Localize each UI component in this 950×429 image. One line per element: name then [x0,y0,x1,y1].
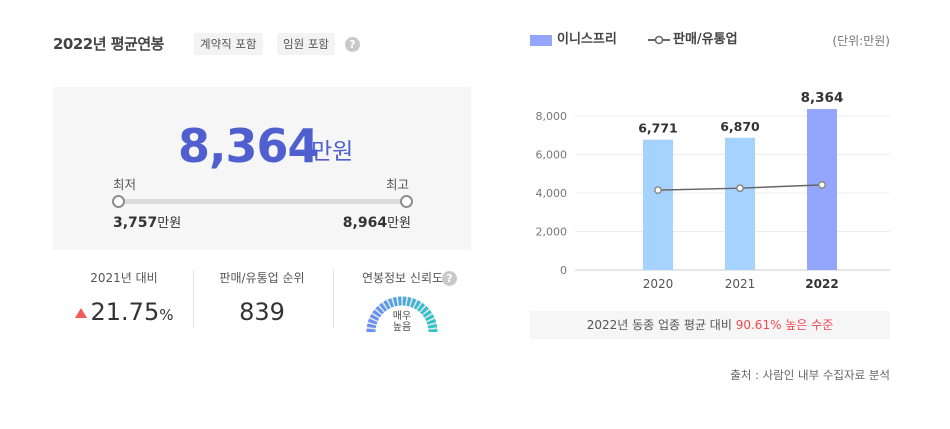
reliability-help-icon[interactable]: ? [442,271,457,286]
reliability-label: 연봉정보 신뢰도 [361,271,444,285]
salary-summary-box: 8,364 만원 최저 최고 3,757만원 8,964만원 [53,87,471,250]
legend-company-swatch [530,35,552,46]
reliability-label-wrap: 연봉정보 신뢰도 [340,268,465,288]
min-label: 최저 [113,177,137,192]
reliability-gauge: 매우 높음 [366,296,438,333]
page-title: 2022년 평균연봉 [53,35,164,53]
up-arrow-icon [74,308,87,318]
yoy-value-wrap: 21.75% [64,298,184,329]
gauge-track [366,296,438,333]
range-max-handle [400,195,413,208]
max-salary-unit: 만원 [387,216,411,231]
tag-executive-included: 임원 포함 [277,33,335,55]
gauge-text-line1: 매우 [393,310,411,322]
comparison-prefix: 2022년 동종 업종 평균 대비 [586,318,732,332]
y-tick-label: 4,000 [536,187,568,200]
stat-divider [193,270,194,328]
min-salary: 3,757만원 [113,212,181,231]
bar-data-label: 6,771 [638,121,678,136]
industry-comparison: 2022년 동종 업종 평균 대비 90.61% 높은 수준 [530,311,890,339]
rank-stat: 판매/유통업 순위 839 [202,268,322,326]
yoy-unit: % [159,306,174,324]
x-tick-label: 2022 [805,277,838,291]
reliability-stat: 연봉정보 신뢰도 [340,268,465,288]
yoy-label: 2021년 대비 [90,271,158,285]
y-tick-label: 8,000 [536,110,568,123]
industry-point [818,180,826,189]
data-source: 출처 : 사람인 내부 수집자료 분석 [730,368,890,382]
max-salary: 8,964만원 [343,212,411,231]
bar [643,139,673,270]
x-tick-label: 2020 [643,277,674,291]
min-salary-value: 3,757 [113,215,158,231]
max-label: 최고 [386,177,410,192]
salary-chart: 0 2,000 4,000 6,000 8,000 6,771 2020 6,870 2021 8… [536,90,890,291]
rank-label: 판매/유통업 순위 [219,271,305,285]
max-salary-value: 8,964 [342,215,388,231]
industry-point [736,184,744,193]
salary-range-track [117,199,407,204]
comparison-highlight: 90.61% 높은 수준 [735,318,834,332]
y-tick-label: 2,000 [536,226,568,239]
y-tick-label: 6,000 [536,149,568,162]
x-tick-label: 2021 [725,277,756,291]
chart-unit-note: (단위:만원) [832,34,890,48]
average-salary-value: 8,364 [178,119,320,173]
yoy-value: 21.75 [90,298,160,326]
bar-data-label: 8,364 [801,90,844,106]
average-salary-unit: 만원 [311,139,354,165]
legend-industry-label: 판매/유통업 [673,32,738,47]
legend-company-label: 이니스프리 [557,32,617,47]
yoy-stat: 2021년 대비 21.75% [64,268,184,329]
y-tick-label: 0 [560,264,567,277]
industry-point [654,186,662,195]
range-min-handle [112,195,125,208]
bar [725,137,755,270]
bar-data-label: 6,870 [720,119,760,134]
rank-value: 839 [239,298,285,326]
stat-divider [333,270,334,328]
help-icon[interactable]: ? [345,37,360,52]
tag-contract-included: 계약직 포함 [194,33,263,55]
bar [807,108,837,270]
min-salary-unit: 만원 [157,216,182,231]
gauge-text-line2: 높음 [393,321,411,333]
legend-industry-swatch [648,35,670,45]
